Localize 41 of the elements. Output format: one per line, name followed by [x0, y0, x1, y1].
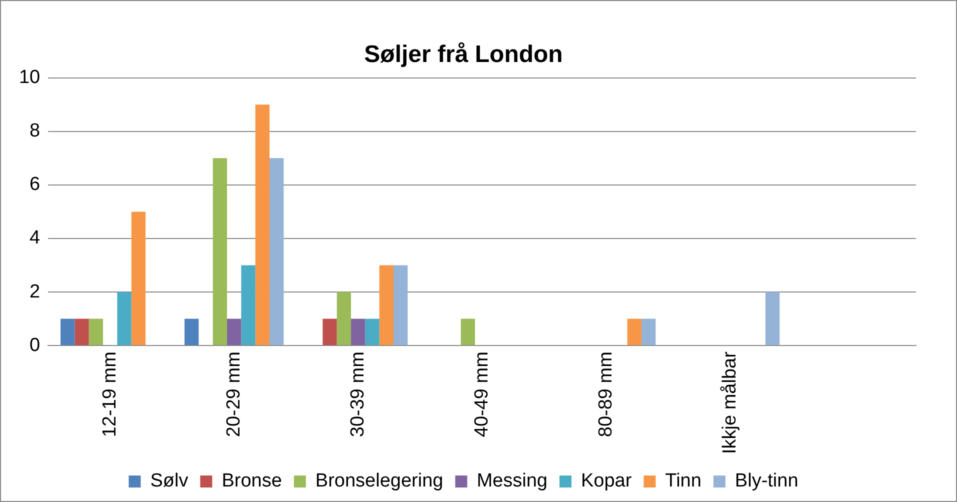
- bar: [184, 318, 199, 346]
- bar: [365, 318, 380, 346]
- x-tick-label: Ikkje målbar: [719, 350, 740, 454]
- bar: [627, 318, 642, 346]
- bar: [255, 104, 270, 346]
- bar: [212, 158, 228, 346]
- legend-label: Tinn: [665, 470, 702, 492]
- x-tick-label: 30-39 mm: [347, 352, 368, 438]
- bar: [460, 318, 475, 346]
- legend-label: Sølv: [150, 470, 189, 492]
- bar: [379, 265, 394, 346]
- bar: [60, 318, 75, 346]
- chart-title: Søljer frå London: [364, 41, 563, 68]
- bar: [241, 265, 256, 346]
- bar: [227, 318, 242, 346]
- bar: [641, 318, 656, 346]
- y-tick-label: 4: [30, 228, 41, 249]
- bar: [322, 318, 337, 346]
- x-tick-label: 20-29 mm: [223, 352, 244, 438]
- legend-label: Messing: [476, 470, 548, 492]
- bar: [765, 292, 780, 346]
- bar: [270, 158, 284, 346]
- bar: [88, 318, 104, 346]
- bar: [336, 292, 351, 346]
- bar: [74, 318, 89, 346]
- bar: [394, 265, 408, 346]
- y-tick-label: 10: [18, 67, 40, 88]
- y-tick-label: 2: [30, 281, 40, 302]
- x-tick-label: 40-49 mm: [471, 352, 492, 438]
- legend-label: Kopar: [580, 470, 632, 492]
- bar: [351, 318, 366, 346]
- x-tick-label: 12-19 mm: [99, 352, 120, 438]
- legend-label: Bronse: [222, 470, 282, 492]
- legend-label: Bronselegering: [315, 470, 444, 492]
- legend-label: Bly-tinn: [734, 470, 798, 492]
- y-tick-label: 0: [30, 334, 40, 356]
- bar: [131, 212, 146, 346]
- x-tick-label: 80-89 mm: [595, 352, 616, 438]
- bar: [117, 292, 132, 346]
- y-tick-label: 6: [30, 174, 40, 196]
- y-tick-label: 8: [30, 120, 40, 142]
